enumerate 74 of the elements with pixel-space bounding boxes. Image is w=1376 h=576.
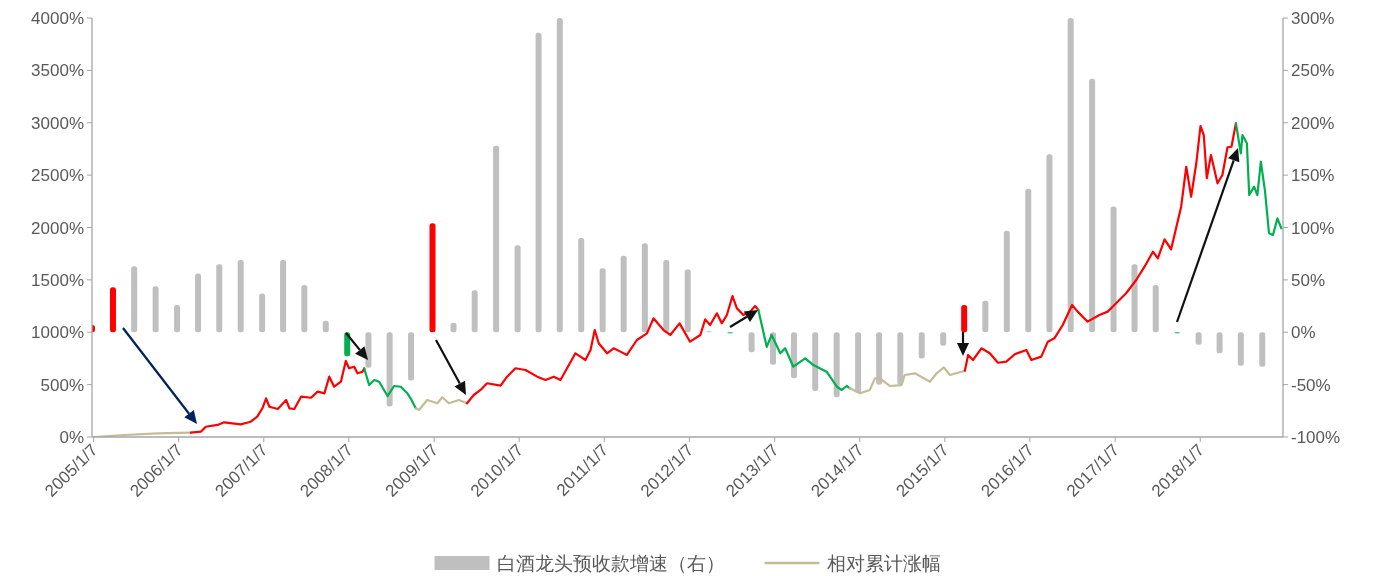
y2-tick-label: -50%	[1291, 375, 1331, 395]
bar	[1195, 332, 1202, 345]
bar	[386, 332, 393, 407]
bar	[131, 266, 138, 333]
bar	[748, 332, 755, 353]
y-tick-label: 2500%	[31, 166, 84, 186]
line-series	[189, 359, 366, 434]
y2-tick-label: 100%	[1291, 218, 1335, 238]
bar	[109, 287, 116, 333]
bar	[982, 300, 989, 333]
bar	[684, 269, 691, 333]
bar	[1003, 230, 1010, 333]
bar	[1110, 206, 1117, 333]
bar	[1067, 18, 1074, 333]
bar	[493, 145, 500, 333]
y2-tick-label: 50%	[1291, 270, 1326, 290]
y-tick-label: 0%	[59, 428, 84, 447]
y2-tick-label: 250%	[1291, 61, 1335, 81]
y2-tick-label: 300%	[1291, 9, 1335, 28]
y2-tick-label: 0%	[1291, 323, 1316, 343]
bar	[599, 268, 606, 333]
bar	[918, 332, 925, 359]
bar	[237, 259, 244, 333]
bar	[812, 332, 819, 391]
bar	[1131, 264, 1138, 333]
bar	[280, 259, 287, 333]
legend-label: 相对累计涨幅	[826, 553, 941, 574]
bar	[663, 259, 670, 333]
line-series	[363, 367, 417, 410]
bar	[1237, 332, 1244, 366]
bar	[876, 332, 883, 385]
y-tick-label: 3500%	[31, 61, 84, 81]
bar	[365, 332, 372, 368]
bar	[1216, 332, 1223, 354]
bar	[897, 332, 904, 385]
y-tick-label: 4000%	[31, 9, 84, 28]
bar	[195, 273, 202, 333]
bar	[556, 18, 563, 333]
bar	[1025, 188, 1032, 333]
bar	[152, 286, 159, 333]
line-series	[414, 396, 469, 412]
bar	[301, 285, 308, 333]
bar	[791, 332, 798, 379]
bar	[855, 332, 862, 394]
bar	[216, 264, 223, 333]
bar	[1046, 154, 1053, 333]
y-tick-label: 1000%	[31, 323, 84, 343]
bar	[535, 32, 542, 333]
bar	[620, 255, 627, 333]
y2-tick-label: -100%	[1291, 428, 1341, 447]
y2-tick-label: 150%	[1291, 166, 1335, 186]
y2-tick-label: 200%	[1291, 113, 1335, 133]
line-series	[465, 294, 760, 405]
bar	[940, 332, 947, 346]
bar	[961, 305, 968, 333]
bar	[471, 290, 478, 333]
bar	[514, 245, 521, 333]
bar	[429, 223, 436, 333]
bar	[578, 237, 585, 333]
line-series	[848, 366, 966, 395]
bar	[1259, 332, 1266, 367]
bar	[322, 320, 329, 333]
bar	[1152, 285, 1159, 333]
y-tick-label: 2000%	[31, 218, 84, 238]
bar	[259, 293, 266, 333]
bar	[408, 332, 415, 381]
bar	[833, 332, 840, 398]
y-tick-label: 1500%	[31, 270, 84, 290]
legend-label: 白酒龙头预收款增速（右）	[496, 553, 725, 574]
bar	[641, 243, 648, 333]
y-tick-label: 3000%	[31, 113, 84, 133]
bar	[174, 305, 181, 333]
bar	[1089, 78, 1096, 333]
y-tick-label: 500%	[40, 375, 84, 395]
